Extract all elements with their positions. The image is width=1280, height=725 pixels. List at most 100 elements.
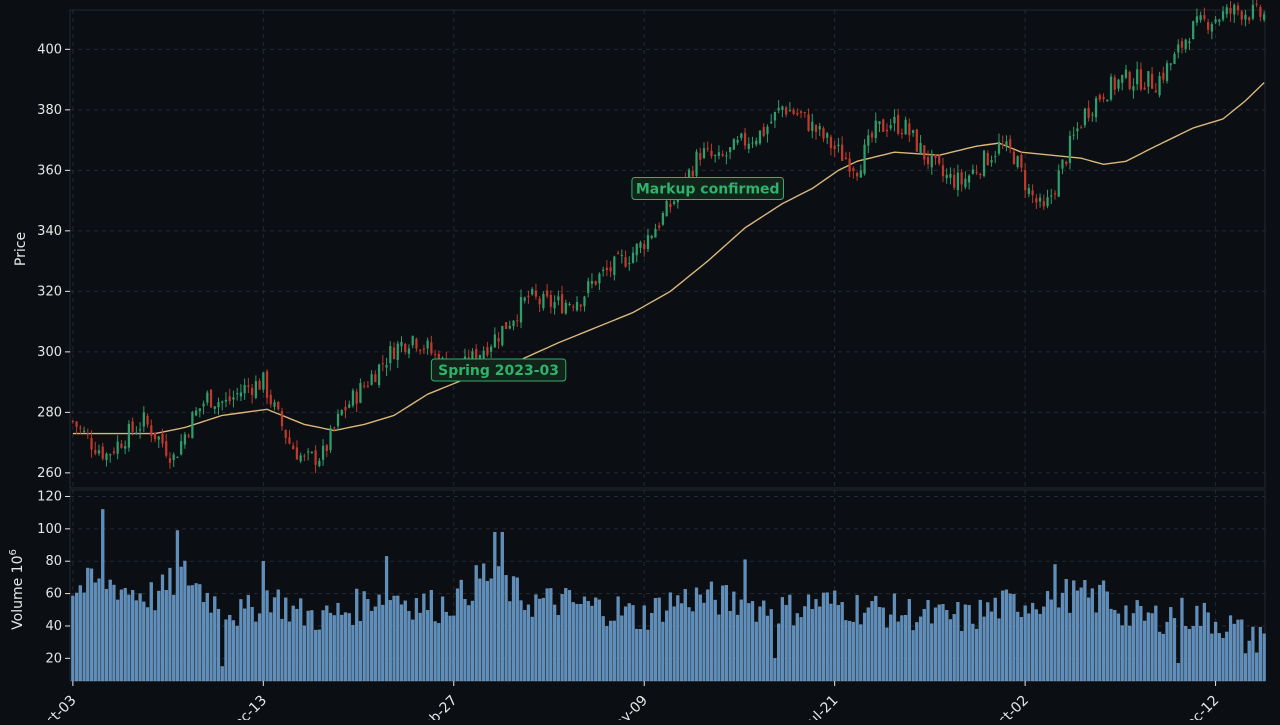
volume-bar xyxy=(1217,633,1221,682)
candle-body xyxy=(1188,41,1191,44)
candle-body xyxy=(1016,156,1019,167)
volume-bar xyxy=(1180,597,1184,682)
volume-bar xyxy=(597,599,602,682)
candle-body xyxy=(1218,19,1221,22)
candle-body xyxy=(112,451,116,453)
volume-bar xyxy=(1247,640,1251,682)
candle-body xyxy=(265,371,269,398)
volume-bar xyxy=(1038,613,1042,682)
candle-body xyxy=(1072,134,1075,136)
candle-body xyxy=(1109,76,1113,100)
volume-bar xyxy=(1146,612,1150,682)
candle-body xyxy=(329,428,332,451)
candle-body xyxy=(422,348,426,350)
candle-body xyxy=(1061,159,1064,169)
volume-bar xyxy=(840,602,844,682)
volume-bar xyxy=(1202,602,1206,682)
candle-body xyxy=(1046,197,1049,207)
candle-body xyxy=(897,115,900,134)
volume-bar xyxy=(407,611,411,682)
candle-body xyxy=(239,392,243,397)
candle-body xyxy=(964,178,967,188)
volume-bar xyxy=(508,601,512,682)
volume-bar xyxy=(1232,623,1236,682)
volume-bar xyxy=(1045,591,1050,682)
volume-bar xyxy=(971,623,975,682)
volume-bar xyxy=(71,595,75,682)
candle-body xyxy=(542,293,545,309)
volume-bar xyxy=(889,614,893,682)
volume-bar xyxy=(545,588,549,682)
candle-body xyxy=(202,403,205,407)
volume-bar xyxy=(967,605,971,682)
moving-average xyxy=(72,82,1265,435)
candle-body xyxy=(706,148,709,150)
candle-body xyxy=(486,347,489,356)
volume-bar xyxy=(519,600,523,682)
candle-body xyxy=(1042,201,1045,207)
candle-body xyxy=(299,455,302,462)
volume-bar xyxy=(848,620,852,682)
candle-body xyxy=(531,289,534,295)
candle-body xyxy=(385,364,388,368)
candle-body xyxy=(411,336,414,346)
volume-bar xyxy=(978,599,982,682)
volume-bar xyxy=(272,597,277,682)
volume-bar xyxy=(493,531,497,682)
candle-body xyxy=(310,451,313,453)
candle-body xyxy=(1169,63,1172,65)
candle-body xyxy=(1154,90,1157,93)
volume-bar xyxy=(642,605,646,682)
volume-bar xyxy=(560,594,564,682)
candle-body xyxy=(1012,151,1016,165)
volume-bar xyxy=(743,559,747,682)
volume-bar xyxy=(575,603,579,682)
candle-body xyxy=(475,349,478,363)
volume-bar xyxy=(918,616,923,682)
candle-body xyxy=(497,338,500,342)
volume-bar xyxy=(119,589,124,682)
volume-bar xyxy=(1210,633,1214,682)
candle-body xyxy=(740,133,743,139)
candle-body xyxy=(960,172,963,185)
candle-body xyxy=(105,453,108,460)
candle-body xyxy=(75,421,78,427)
candle-body xyxy=(295,447,299,460)
volume-bar xyxy=(769,609,773,682)
volume-bar xyxy=(459,579,463,682)
candle-body xyxy=(381,363,384,365)
volume-bar xyxy=(1165,621,1169,682)
volume-bar xyxy=(523,610,527,682)
candle-body xyxy=(187,435,190,437)
annotation-box xyxy=(430,358,567,382)
volume-bar xyxy=(213,596,217,682)
price-panel-frame xyxy=(69,9,1266,489)
volume-bar xyxy=(231,620,236,682)
candle-body xyxy=(628,263,631,265)
candle-body xyxy=(870,132,874,138)
candle-body xyxy=(863,144,866,174)
volume-bar xyxy=(235,625,239,682)
candle-body xyxy=(609,267,612,272)
candle-body xyxy=(1121,75,1124,83)
volume-bar xyxy=(735,614,740,682)
volume-bar xyxy=(538,598,542,682)
volume-bar xyxy=(721,585,725,682)
candle-body xyxy=(967,175,971,183)
candle-body xyxy=(710,150,713,157)
candle-body xyxy=(837,144,840,147)
candle-body xyxy=(1236,5,1240,11)
candle-body xyxy=(1117,79,1120,89)
volume-bar xyxy=(1057,607,1061,682)
candle-body xyxy=(874,120,877,139)
volume-bar xyxy=(205,592,209,682)
volume-bars xyxy=(71,509,1266,682)
volume-bar xyxy=(265,590,269,682)
candle-body xyxy=(1124,69,1128,78)
candle-body xyxy=(340,410,343,415)
annotation-label: Markup confirmed xyxy=(636,181,780,197)
volume-bar xyxy=(911,630,915,682)
candle-body xyxy=(516,320,519,322)
volume-bar xyxy=(127,594,131,682)
candle-body xyxy=(1094,98,1098,118)
